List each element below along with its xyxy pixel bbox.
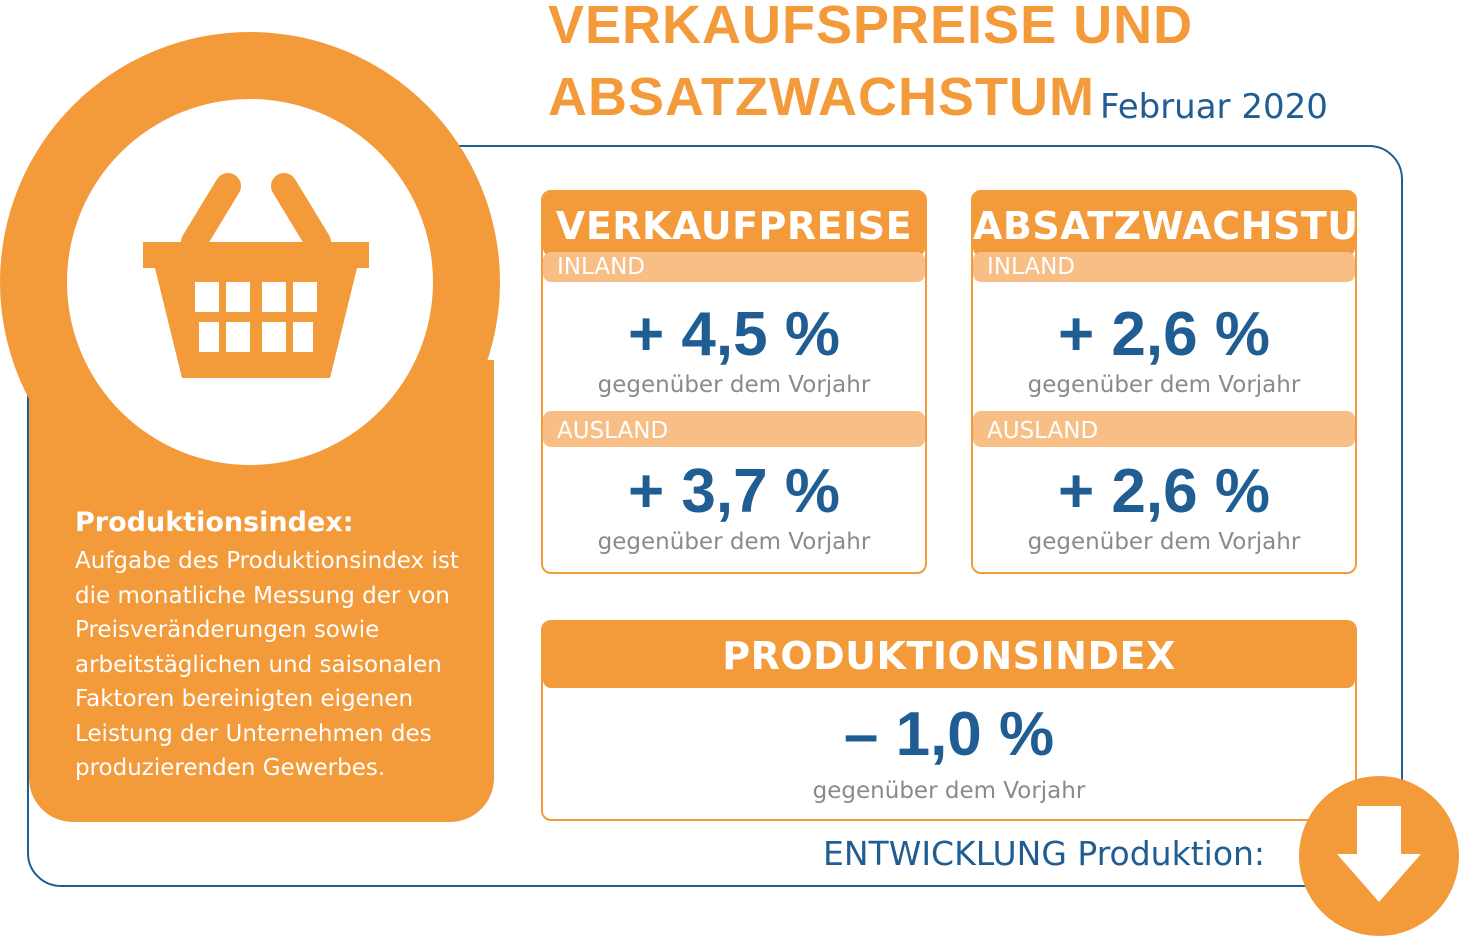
- absatzwachstum-inland-label: INLAND: [973, 252, 1355, 282]
- page-title-line2: ABSATZWACHSTUM: [548, 67, 1095, 127]
- content-frame: [27, 145, 1403, 887]
- absatzwachstum-ausland-label: AUSLAND: [973, 411, 1355, 447]
- absatzwachstum-title: ABSATZWACHSTUM: [973, 192, 1396, 256]
- info-text-block: Produktionsindex: Aufgabe des Produktion…: [75, 507, 475, 786]
- verkaufspreise-card: VERKAUFPREISE INLAND + 4,5 % gegenüber d…: [541, 190, 927, 574]
- verkaufspreise-inland-caption: gegenüber dem Vorjahr: [597, 372, 871, 398]
- absatzwachstum-card: ABSATZWACHSTUM INLAND + 2,6 % gegenüber …: [971, 190, 1396, 574]
- produktionsindex-value: – 1,0 %: [843, 700, 1055, 769]
- info-description: Aufgabe des Produktionsindex ist die mon…: [75, 548, 459, 781]
- page-subtitle-date: Februar 2020: [1100, 87, 1328, 127]
- verkaufspreise-ausland-caption: gegenüber dem Vorjahr: [597, 529, 871, 555]
- absatzwachstum-ausland-caption: gegenüber dem Vorjahr: [1027, 529, 1301, 555]
- trend-label: ENTWICKLUNG Produktion:: [823, 834, 1266, 873]
- absatzwachstum-ausland-value: + 2,6 %: [1058, 457, 1270, 526]
- absatzwachstum-inland-value: + 2,6 %: [1058, 300, 1270, 369]
- verkaufspreise-ausland-value: + 3,7 %: [628, 457, 840, 526]
- verkaufspreise-inland-value: + 4,5 %: [628, 300, 840, 369]
- info-heading: Produktionsindex:: [75, 507, 354, 538]
- shopping-basket-icon: [140, 172, 372, 383]
- produktionsindex-title: PRODUKTIONSINDEX: [543, 622, 1355, 688]
- verkaufspreise-title: VERKAUFPREISE: [543, 192, 925, 256]
- verkaufspreise-ausland-label: AUSLAND: [543, 411, 925, 447]
- produktionsindex-caption: gegenüber dem Vorjahr: [812, 778, 1086, 804]
- verkaufspreise-inland-label: INLAND: [543, 252, 925, 282]
- produktionsindex-card: PRODUKTIONSINDEX – 1,0 % gegenüber dem V…: [541, 620, 1357, 821]
- absatzwachstum-inland-caption: gegenüber dem Vorjahr: [1027, 372, 1301, 398]
- page-title-line1: VERKAUFSPREISE UND: [548, 0, 1194, 55]
- arrow-down-icon: [1299, 776, 1459, 936]
